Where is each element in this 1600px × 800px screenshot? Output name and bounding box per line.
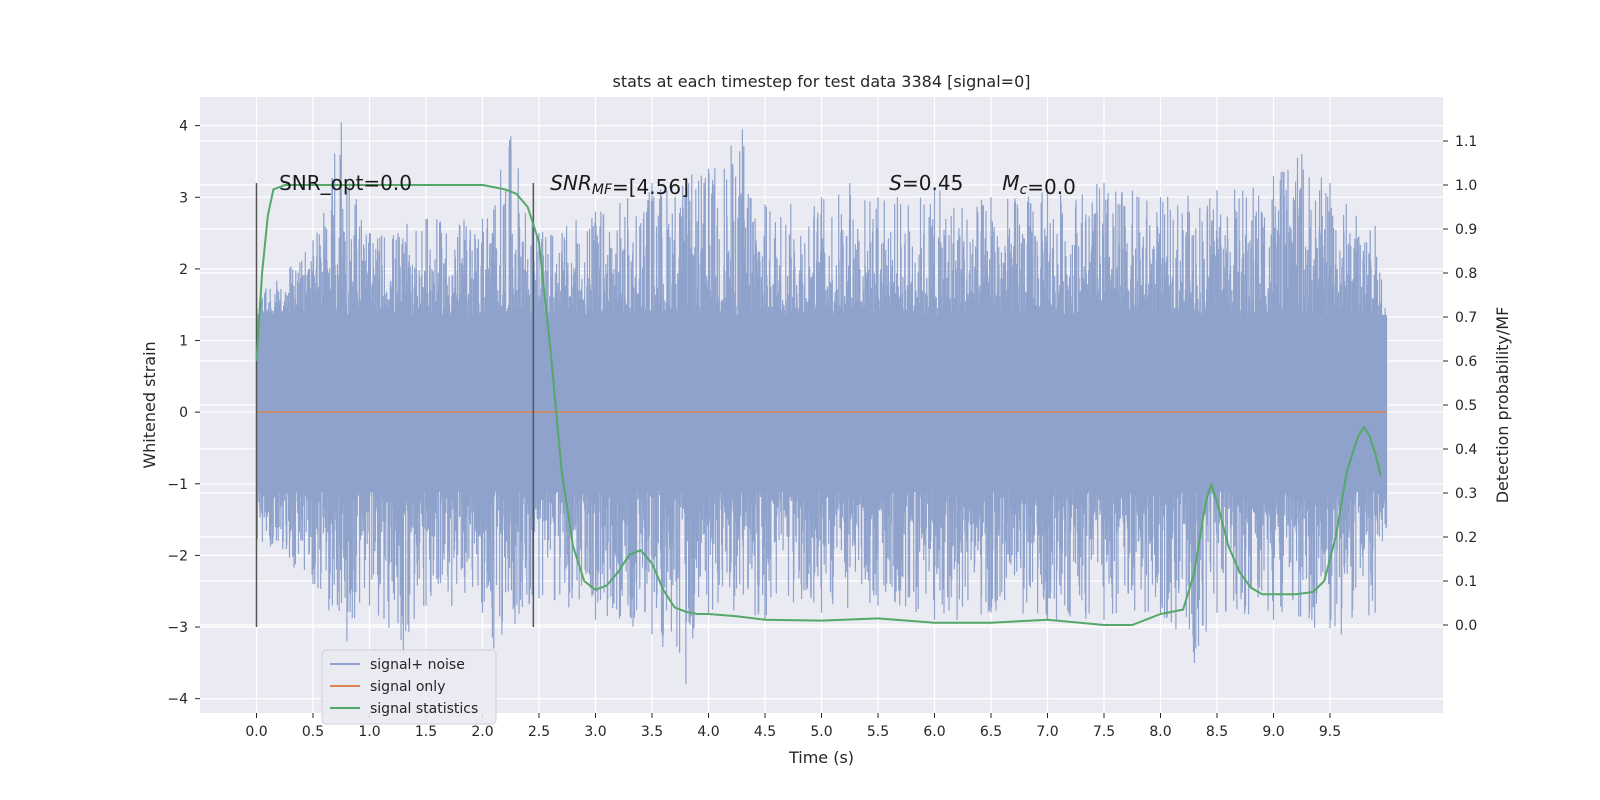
x-tick-label: 5.5 xyxy=(867,724,889,740)
chart-title: stats at each timestep for test data 338… xyxy=(612,72,1030,91)
y-tick-label-right: 0.8 xyxy=(1455,266,1477,282)
x-tick-label: 7.0 xyxy=(1036,724,1058,740)
y-tick-label: 2 xyxy=(179,262,188,278)
y-tick-label-right: 1.1 xyxy=(1455,134,1477,150)
y-tick-label: 0 xyxy=(179,405,188,421)
x-tick-label: 1.0 xyxy=(358,724,380,740)
y-tick-label-right: 0.3 xyxy=(1455,486,1477,502)
x-tick-label: 0.0 xyxy=(245,724,267,740)
x-tick-label: 3.0 xyxy=(584,724,606,740)
x-tick-label: 6.5 xyxy=(980,724,1002,740)
y-tick-label-right: 0.5 xyxy=(1455,398,1477,414)
legend-label: signal+ noise xyxy=(370,657,465,673)
signal-statistics-line xyxy=(255,184,1382,626)
y-tick-label: 3 xyxy=(179,190,188,206)
x-axis-label: Time (s) xyxy=(788,748,854,767)
x-tick-label: 0.5 xyxy=(302,724,324,740)
x-tick-label: 4.5 xyxy=(754,724,776,740)
series-signal-statistics xyxy=(255,184,1382,626)
y-tick-label-right: 0.0 xyxy=(1455,618,1477,634)
x-tick-label: 6.0 xyxy=(923,724,945,740)
y-tick-label: 4 xyxy=(179,119,188,135)
annotation-snr-mf: SNRMF=[4.56] xyxy=(550,171,689,199)
annotation-s-val: S=0.45 xyxy=(889,171,963,195)
legend-label: signal statistics xyxy=(370,701,478,717)
y-tick-label-right: 1.0 xyxy=(1455,178,1477,194)
x-tick-label: 9.5 xyxy=(1319,724,1341,740)
axis-ticks: 0.0 0.5 1.0 1.5 2.0 2.5 3.0 3.5 4.0 4.5 5.0 5.5 6.0 6… xyxy=(167,119,1477,740)
legend: signal+ noise signal only signal statistic… xyxy=(321,649,497,725)
x-tick-label: 5.0 xyxy=(810,724,832,740)
y-tick-label: −1 xyxy=(167,477,188,493)
y-tick-label: −4 xyxy=(167,692,188,708)
x-tick-label: 2.0 xyxy=(471,724,493,740)
y-tick-label-right: 0.6 xyxy=(1455,354,1477,370)
vertical-markers xyxy=(255,182,535,628)
y-axis-label: Whitened strain xyxy=(140,341,159,468)
x-tick-label: 7.5 xyxy=(1093,724,1115,740)
legend-box xyxy=(321,649,497,725)
y-tick-label: 1 xyxy=(179,334,188,350)
y-tick-label-right: 0.1 xyxy=(1455,574,1477,590)
y-tick-label-right: 0.4 xyxy=(1455,442,1477,458)
y-tick-label: −2 xyxy=(167,548,188,564)
annotations: SNR_opt=0.0 SNRMF=[4.56] S=0.45 Mc=0.0 xyxy=(279,171,1076,199)
x-tick-label: 8.0 xyxy=(1149,724,1171,740)
x-tick-label: 2.5 xyxy=(528,724,550,740)
y-axis-label-right: Detection probability/MF xyxy=(1493,307,1512,504)
x-tick-label: 4.0 xyxy=(697,724,719,740)
y-tick-label-right: 0.9 xyxy=(1455,222,1477,238)
y-tick-label-right: 0.2 xyxy=(1455,530,1477,546)
x-tick-label: 8.5 xyxy=(1206,724,1228,740)
y-tick-label-right: 0.7 xyxy=(1455,310,1477,326)
legend-label: signal only xyxy=(370,679,445,695)
x-tick-label: 3.5 xyxy=(641,724,663,740)
x-tick-label: 1.5 xyxy=(415,724,437,740)
x-tick-label: 9.0 xyxy=(1262,724,1284,740)
annotation-mc-val: Mc=0.0 xyxy=(1002,171,1076,199)
series-signal-noise xyxy=(255,122,1388,685)
annotation-snr-opt: SNR_opt=0.0 xyxy=(279,171,412,195)
y-tick-label: −3 xyxy=(167,620,188,636)
